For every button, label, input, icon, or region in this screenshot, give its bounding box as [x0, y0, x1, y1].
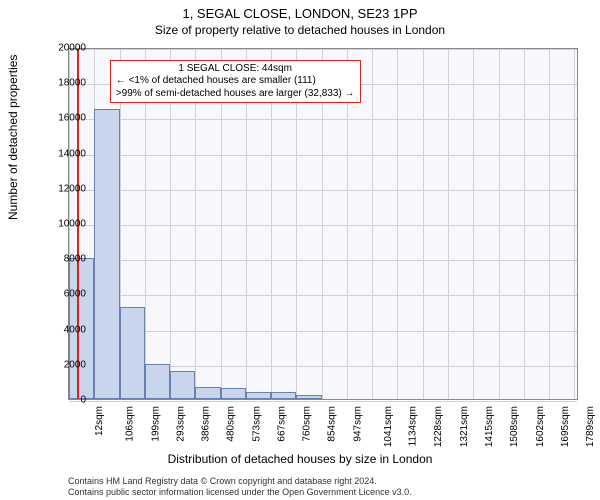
gridline-vertical — [473, 49, 474, 399]
x-tick-label: 760sqm — [302, 406, 313, 442]
gridline-vertical — [448, 49, 449, 399]
annotation-line: ← <1% of detached houses are smaller (11… — [116, 75, 355, 88]
histogram-bar — [145, 364, 170, 399]
gridline-vertical — [499, 49, 500, 399]
histogram-bar — [296, 395, 321, 399]
histogram-plot: 1 SEGAL CLOSE: 44sqm← <1% of detached ho… — [68, 48, 578, 400]
y-tick-label: 4000 — [64, 324, 86, 335]
gridline-horizontal — [69, 401, 577, 402]
gridline-vertical — [423, 49, 424, 399]
x-tick-label: 106sqm — [125, 406, 136, 442]
page-title: 1, SEGAL CLOSE, LONDON, SE23 1PP — [0, 0, 600, 21]
gridline-vertical — [372, 49, 373, 399]
footer-line-2: Contains public sector information licen… — [68, 487, 412, 498]
annotation-box: 1 SEGAL CLOSE: 44sqm← <1% of detached ho… — [110, 60, 361, 104]
x-tick-label: 293sqm — [175, 406, 186, 442]
histogram-bar — [120, 307, 145, 399]
x-tick-label: 1134sqm — [407, 406, 418, 446]
y-tick-label: 20000 — [58, 43, 86, 54]
chart-area: 1 SEGAL CLOSE: 44sqm← <1% of detached ho… — [68, 48, 578, 400]
x-tick-label: 1415sqm — [484, 406, 495, 447]
x-tick-label: 1321sqm — [459, 406, 470, 447]
y-tick-label: 18000 — [58, 78, 86, 89]
histogram-bar — [221, 388, 246, 399]
x-tick-label: 1508sqm — [509, 406, 520, 447]
x-tick-label: 386sqm — [201, 406, 212, 442]
y-tick-label: 12000 — [58, 183, 86, 194]
x-tick-label: 199sqm — [150, 406, 161, 442]
x-tick-label: 667sqm — [277, 406, 288, 442]
y-tick-label: 14000 — [58, 148, 86, 159]
x-tick-label: 1695sqm — [560, 406, 571, 447]
x-tick-label: 854sqm — [327, 406, 338, 442]
annotation-line: 1 SEGAL CLOSE: 44sqm — [116, 63, 355, 76]
annotation-line: >99% of semi-detached houses are larger … — [116, 88, 355, 101]
y-tick-label: 0 — [80, 395, 86, 406]
histogram-bar — [195, 387, 220, 399]
x-tick-label: 573sqm — [251, 406, 262, 442]
histogram-bar — [246, 392, 271, 399]
x-tick-label: 1041sqm — [383, 406, 394, 447]
x-tick-label: 1602sqm — [535, 406, 546, 447]
footer-attribution: Contains HM Land Registry data © Crown c… — [68, 476, 412, 498]
x-tick-label: 480sqm — [226, 406, 237, 442]
histogram-bar — [271, 392, 296, 399]
y-tick-label: 8000 — [64, 254, 86, 265]
gridline-vertical — [574, 49, 575, 399]
y-axis-label: Number of detached properties — [6, 55, 20, 220]
x-axis-label: Distribution of detached houses by size … — [0, 452, 600, 466]
page-subtitle: Size of property relative to detached ho… — [0, 21, 600, 37]
x-tick-label: 12sqm — [94, 406, 105, 436]
y-tick-label: 6000 — [64, 289, 86, 300]
x-tick-label: 947sqm — [352, 406, 363, 442]
y-tick-label: 2000 — [64, 359, 86, 370]
gridline-vertical — [397, 49, 398, 399]
histogram-bar — [170, 371, 195, 399]
x-tick-label: 1789sqm — [585, 406, 596, 447]
y-tick-label: 10000 — [58, 219, 86, 230]
gridline-vertical — [549, 49, 550, 399]
gridline-vertical — [524, 49, 525, 399]
histogram-bar — [94, 109, 119, 399]
x-tick-label: 1228sqm — [434, 406, 445, 447]
y-tick-label: 16000 — [58, 113, 86, 124]
footer-line-1: Contains HM Land Registry data © Crown c… — [68, 476, 412, 487]
